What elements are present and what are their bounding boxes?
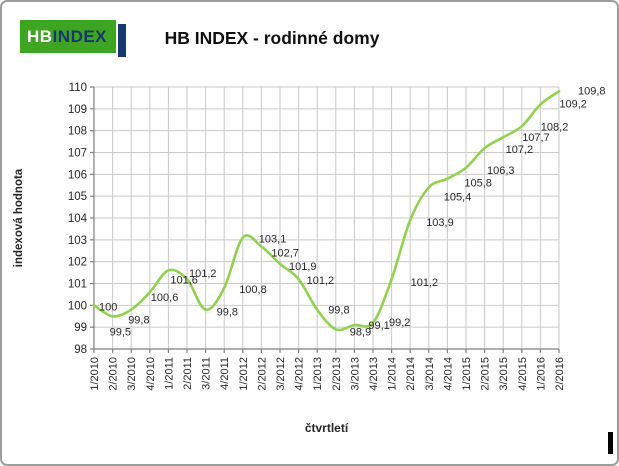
data-label: 105,4 <box>444 191 472 203</box>
data-label: 101,9 <box>289 261 317 273</box>
x-tick-label: 3/2011 <box>201 357 213 390</box>
x-tick-label: 2/2013 <box>331 357 343 391</box>
y-tick-label: 110 <box>69 82 87 94</box>
data-label: 99,5 <box>110 326 131 338</box>
data-label: 107,7 <box>522 132 550 144</box>
x-tick-label: 3/2015 <box>498 357 510 391</box>
x-tick-label: 2/2011 <box>182 357 194 390</box>
data-label: 101,6 <box>170 274 198 286</box>
data-label: 99,8 <box>128 315 149 327</box>
y-tick-label: 99 <box>74 322 87 334</box>
x-tick-label: 1/2016 <box>535 357 547 391</box>
x-tick-label: 4/2012 <box>294 357 306 391</box>
x-tick-label: 2/2014 <box>405 357 417 391</box>
y-tick-label: 100 <box>68 300 87 312</box>
hbindex-logo: HB INDEX <box>20 20 127 57</box>
x-tick-label: 4/2014 <box>442 357 454 391</box>
data-label: 99,8 <box>217 307 238 319</box>
x-tick-label: 4/2011 <box>219 357 231 390</box>
data-label: 107,2 <box>506 144 534 156</box>
data-label: 103,1 <box>259 234 287 246</box>
x-tick-label: 1/2014 <box>387 357 399 391</box>
x-tick-label: 2/2015 <box>480 357 492 391</box>
data-label: 102,7 <box>271 247 299 259</box>
x-tick-label: 4/2013 <box>368 357 380 391</box>
y-tick-label: 106 <box>68 169 87 181</box>
y-tick-label: 102 <box>68 257 87 269</box>
data-label: 100 <box>99 301 117 313</box>
x-tick-label: 2/2016 <box>554 357 566 391</box>
y-axis-title: indexová hodnota <box>13 168 25 267</box>
x-tick-label: 1/2012 <box>238 357 250 391</box>
x-tick-label: 1/2011 <box>163 357 175 390</box>
x-tick-label: 1/2015 <box>461 357 473 391</box>
data-label: 108,2 <box>541 121 569 133</box>
hbindex-logo-box: HB INDEX <box>20 20 117 53</box>
y-tick-label: 103 <box>68 235 87 247</box>
chart-title: HB INDEX - rodinné domy <box>164 28 380 48</box>
x-tick-label: 3/2013 <box>349 357 361 391</box>
data-label: 101,2 <box>307 275 335 287</box>
data-label: 101,2 <box>411 277 439 289</box>
data-label: 100,6 <box>151 292 179 304</box>
data-label: 98,9 <box>350 326 371 338</box>
cursor-artifact <box>608 432 613 454</box>
x-tick-label: 4/2015 <box>517 357 529 391</box>
data-label: 106,3 <box>487 165 515 177</box>
data-label: 109,2 <box>559 98 587 110</box>
data-label: 109,8 <box>578 85 606 97</box>
x-tick-label: 3/2010 <box>126 357 138 391</box>
x-tick-label: 2/2010 <box>108 357 120 391</box>
data-label: 99,1 <box>368 320 389 332</box>
y-tick-label: 104 <box>68 213 88 225</box>
x-tick-label: 3/2012 <box>275 357 287 391</box>
x-tick-label: 1/2013 <box>312 357 324 391</box>
data-label: 100,8 <box>239 284 267 296</box>
x-tick-label: 4/2010 <box>145 357 157 391</box>
data-label: 101,2 <box>189 268 217 280</box>
x-tick-label: 1/2010 <box>89 357 101 391</box>
data-label: 99,2 <box>389 317 410 329</box>
x-tick-label: 2/2012 <box>256 357 268 391</box>
logo-accent-bar <box>118 24 127 57</box>
x-axis-title: čtvrtletí <box>305 421 349 435</box>
y-tick-label: 107 <box>68 148 87 160</box>
data-label: 99,8 <box>328 305 349 317</box>
y-tick-label: 109 <box>68 104 87 116</box>
x-tick-label: 3/2014 <box>424 357 436 391</box>
y-tick-label: 101 <box>68 279 87 291</box>
index-line <box>92 90 561 332</box>
y-tick-label: 98 <box>74 344 87 356</box>
logo-text-index: INDEX <box>52 26 108 46</box>
data-label: 103,9 <box>426 217 454 229</box>
data-label: 105,8 <box>464 178 492 190</box>
logo-text-hb: HB <box>27 26 53 46</box>
y-tick-label: 105 <box>68 191 87 203</box>
y-tick-label: 108 <box>68 126 87 138</box>
